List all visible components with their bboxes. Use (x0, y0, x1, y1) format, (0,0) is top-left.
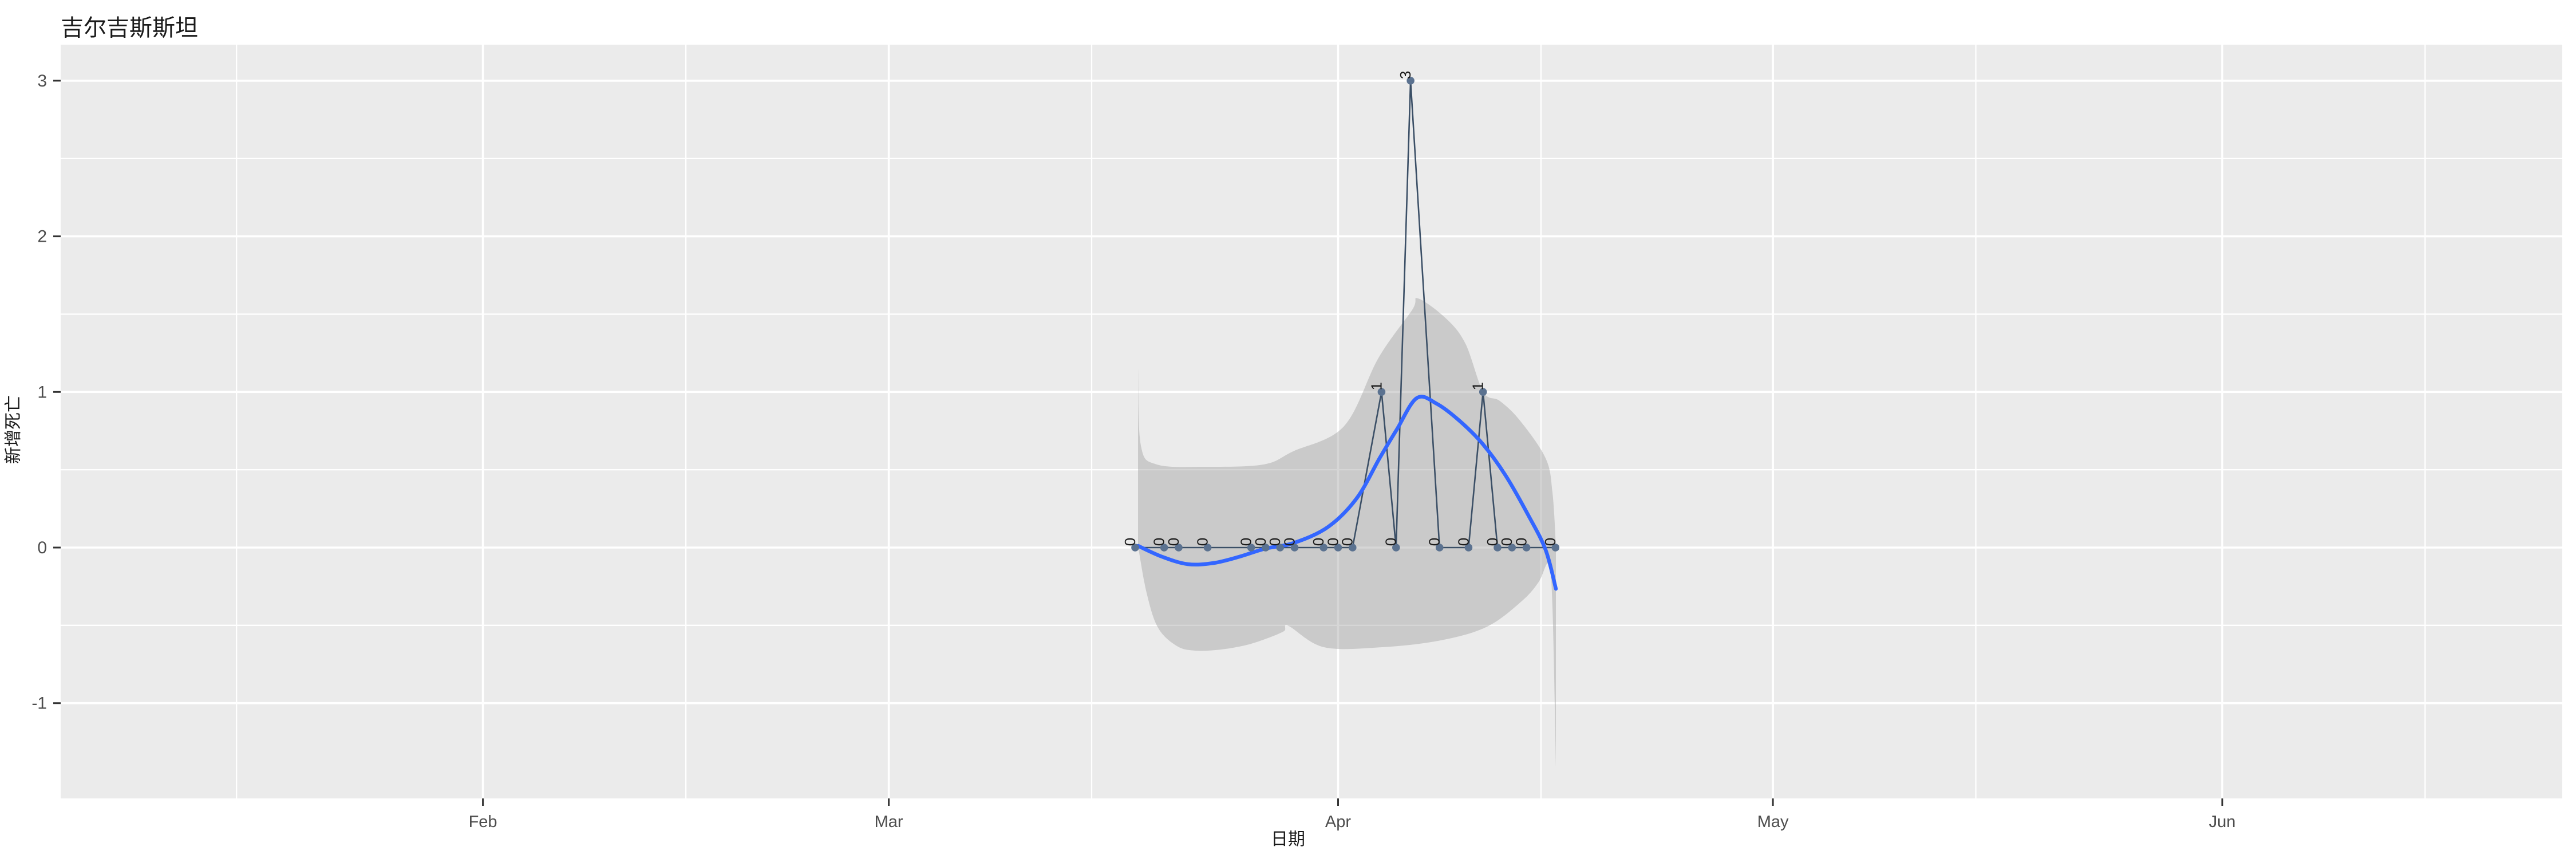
svg-text:1: 1 (1368, 382, 1385, 390)
svg-text:0: 0 (1382, 538, 1400, 546)
svg-text:0: 0 (1455, 538, 1472, 546)
svg-text:-1: -1 (31, 694, 47, 713)
svg-text:0: 0 (1165, 538, 1182, 546)
svg-text:2: 2 (37, 227, 47, 246)
svg-text:Mar: Mar (875, 813, 903, 831)
svg-text:3: 3 (37, 72, 47, 90)
svg-text:0: 0 (1281, 538, 1298, 546)
svg-text:0: 0 (1426, 538, 1443, 546)
svg-text:0: 0 (1121, 538, 1139, 546)
svg-text:0: 0 (37, 538, 47, 557)
svg-text:1: 1 (1469, 382, 1487, 390)
svg-text:0: 0 (1512, 538, 1530, 546)
svg-text:Apr: Apr (1325, 813, 1351, 831)
svg-text:May: May (1757, 813, 1789, 831)
svg-text:1: 1 (37, 383, 47, 402)
svg-text:0: 0 (1542, 538, 1559, 546)
svg-text:3: 3 (1397, 71, 1414, 79)
svg-text:Jun: Jun (2209, 813, 2236, 831)
svg-text:0: 0 (1194, 538, 1211, 546)
svg-text:0: 0 (1339, 538, 1356, 546)
svg-text:Feb: Feb (469, 813, 497, 831)
